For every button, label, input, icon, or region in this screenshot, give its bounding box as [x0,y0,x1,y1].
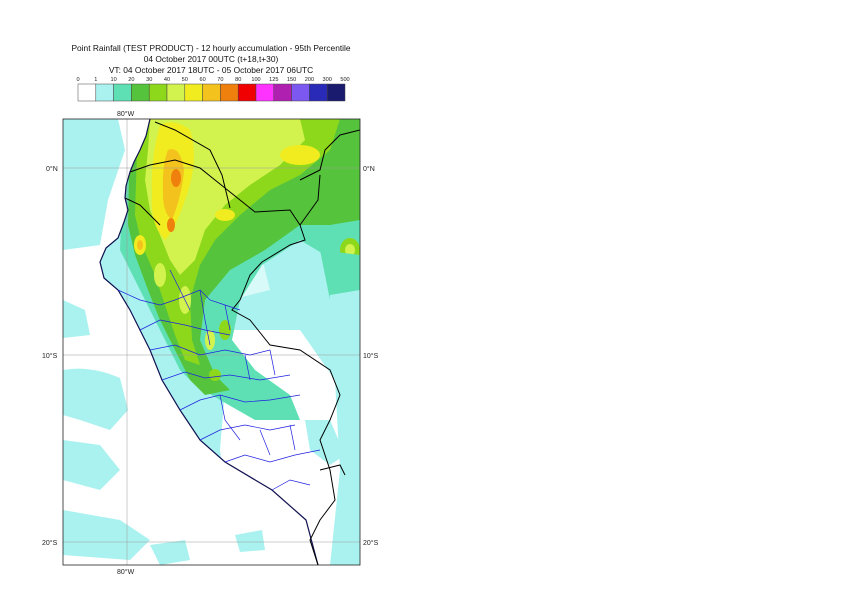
legend-swatch-14 [326,83,346,102]
legend-threshold-label: 10 [110,77,116,83]
legend-threshold-label: 70 [217,77,223,83]
regional-borders [117,269,321,491]
map-title: Point Rainfall (TEST PRODUCT) - 12 hourl… [71,43,351,53]
lat-label-right-10: 10°S [363,352,379,360]
lat-label-left-20: 20°S [42,539,58,547]
legend-threshold-label: 60 [199,77,205,83]
coastline [99,119,319,565]
lat-label-left-10: 10°S [42,352,58,360]
map-run-time: 04 October 2017 00UTC (t+18,t+30) [143,54,279,64]
legend-threshold-label: 1 [94,77,97,83]
legend-threshold-label: 0 [76,77,79,83]
lon-label-bottom: 80°W [117,568,135,576]
international-borders [124,121,360,565]
legend-threshold-label: 50 [182,77,188,83]
lon-label-top: 80°W [117,110,135,118]
legend-threshold-label: 150 [287,77,296,83]
latitude-labels: 0°N 10°S 20°S 0°N 10°S 20°S [42,165,379,547]
lat-label-left-0: 0°N [46,165,58,173]
legend-threshold-label: 20 [128,77,134,83]
color-legend: 0 1 10 20 30 40 50 60 70 80 100 125 150 200 300 500 [76,77,350,102]
lat-label-right-20: 20°S [363,539,379,547]
legend-threshold-label: 80 [235,77,241,83]
legend-threshold-label: 40 [164,77,170,83]
legend-threshold-label: 125 [269,77,278,83]
legend-threshold-label: 30 [146,77,152,83]
legend-threshold-label: 500 [340,77,349,83]
rainfall-field [63,119,360,565]
legend-threshold-label: 100 [251,77,260,83]
map-validity-time: VT: 04 October 2017 18UTC - 05 October 2… [108,65,314,75]
lat-label-right-0: 0°N [363,165,375,173]
legend-threshold-label: 200 [305,77,314,83]
map-frame [62,118,361,566]
legend-threshold-label: 300 [323,77,332,83]
longitude-labels: 80°W 80°W [117,110,135,576]
